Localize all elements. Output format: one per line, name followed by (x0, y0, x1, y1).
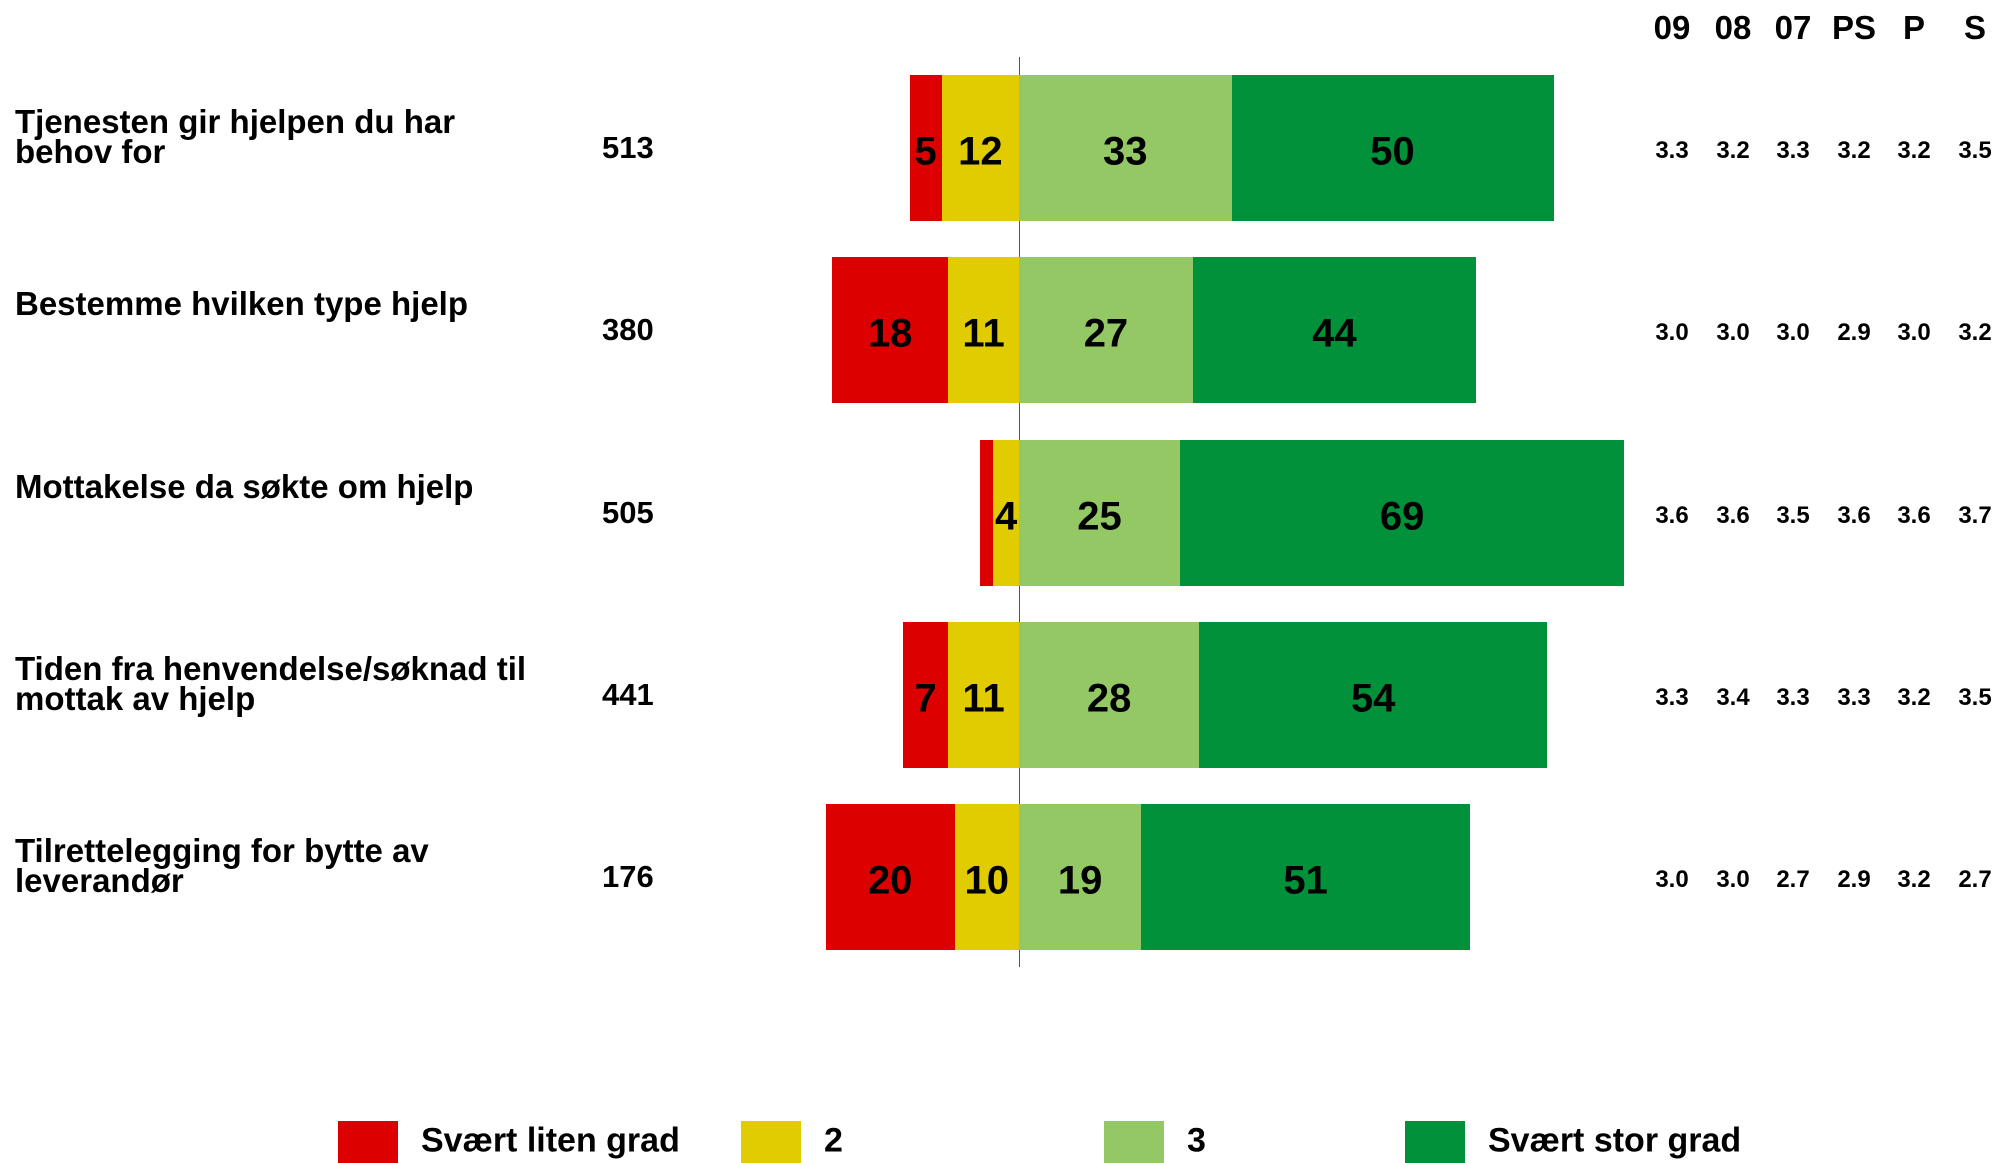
category-label: Mottakelse da søkte om hjelp (15, 467, 474, 505)
score: 3.7 (1958, 501, 1992, 529)
score: 3.0 (1897, 319, 1931, 347)
bar-segment (948, 621, 1019, 768)
score: 3.6 (1837, 501, 1871, 529)
score: 3.0 (1716, 866, 1750, 894)
score: 3.5 (1958, 137, 1992, 164)
bar-segment (1192, 257, 1477, 404)
score: 3.3 (1776, 137, 1810, 164)
bar-segment (948, 257, 1019, 404)
bar-segment (909, 75, 942, 221)
score: 3.4 (1716, 683, 1750, 711)
score: 2.7 (1776, 866, 1810, 894)
score: 3.2 (1958, 319, 1992, 347)
data-label: 4 (994, 494, 1018, 539)
legend-swatch (1104, 1121, 1164, 1163)
data-label: 10 (964, 858, 1010, 903)
score: 3.6 (1897, 501, 1931, 529)
bar-segment (1180, 439, 1625, 586)
score: 3.0 (1655, 866, 1689, 894)
score: 3.6 (1716, 501, 1750, 529)
column-header: 09 (1653, 9, 1691, 46)
bar-segment (825, 804, 955, 951)
score: 3.3 (1655, 683, 1689, 711)
score: 3.0 (1776, 319, 1810, 347)
bar-segment (1141, 804, 1470, 951)
category-label: Tilrettelegging for bytte av leverandør (15, 832, 429, 900)
column-header: 07 (1774, 9, 1812, 46)
data-label: 54 (1350, 676, 1396, 721)
column-header: PS (1831, 9, 1877, 46)
bar-segment (1019, 439, 1180, 586)
data-label: 19 (1057, 858, 1103, 903)
column-header: 08 (1714, 9, 1752, 46)
data-label: 28 (1086, 676, 1132, 721)
score: 3.2 (1897, 137, 1931, 164)
category-label: Tiden fra henvendelse/søknad til mottak … (15, 649, 527, 717)
score: 3.0 (1716, 319, 1750, 347)
bar-segment (954, 804, 1019, 951)
score: 3.2 (1837, 137, 1871, 164)
bar-segment (1019, 75, 1232, 221)
legend-label: 2 (824, 1121, 843, 1160)
n-label: 505 (602, 494, 654, 530)
legend-label: Svært liten grad (421, 1121, 680, 1160)
n-label: 176 (602, 859, 654, 895)
score: 3.6 (1655, 501, 1689, 529)
data-label: 44 (1312, 311, 1357, 356)
score: 3.5 (1776, 501, 1810, 529)
n-label: 441 (602, 676, 654, 712)
data-label: 50 (1370, 129, 1415, 174)
column-header: S (1963, 9, 1987, 46)
data-label: 51 (1283, 858, 1328, 903)
bar-segment (993, 439, 1019, 586)
category-label: Bestemme hvilken type hjelp (15, 285, 468, 323)
bar-segment (941, 75, 1019, 221)
bar-segment (1019, 621, 1200, 768)
bar-segment (1199, 621, 1548, 768)
data-label: 33 (1103, 129, 1148, 174)
legend-swatch (1405, 1121, 1465, 1163)
data-label: 7 (914, 676, 937, 721)
data-label: 5 (914, 129, 937, 174)
data-label: 25 (1077, 494, 1122, 539)
legend-swatch (338, 1121, 398, 1163)
bar-segment (980, 439, 994, 586)
category-label: Tjenesten gir hjelpen du har behov for (15, 103, 456, 170)
legend-label: 3 (1187, 1121, 1206, 1160)
score: 2.9 (1837, 319, 1871, 347)
score: 3.2 (1897, 683, 1931, 711)
data-label: 20 (867, 858, 913, 903)
data-label: 69 (1379, 494, 1425, 539)
data-label: 12 (958, 129, 1003, 174)
data-label: 27 (1083, 311, 1129, 356)
score: 3.0 (1655, 319, 1689, 347)
score: 3.3 (1837, 683, 1871, 711)
n-label: 380 (602, 312, 654, 348)
bar-segment (903, 621, 949, 768)
score: 2.9 (1837, 866, 1871, 894)
score: 3.2 (1716, 137, 1750, 164)
score: 3.5 (1958, 683, 1992, 711)
data-label: 18 (867, 311, 913, 356)
score: 3.3 (1776, 683, 1810, 711)
bar-segment (1019, 257, 1193, 404)
legend-label: Svært stor grad (1488, 1121, 1742, 1160)
score: 3.2 (1897, 866, 1931, 894)
data-label: 11 (962, 311, 1005, 356)
score: 2.7 (1958, 866, 1992, 894)
score: 3.3 (1655, 137, 1689, 164)
bar-segment (1019, 804, 1142, 951)
column-header: P (1902, 9, 1926, 46)
bar-segment (1231, 75, 1554, 221)
data-label: 11 (962, 676, 1005, 721)
legend-swatch (741, 1121, 801, 1163)
n-label: 513 (602, 130, 654, 165)
bar-segment (832, 257, 949, 404)
